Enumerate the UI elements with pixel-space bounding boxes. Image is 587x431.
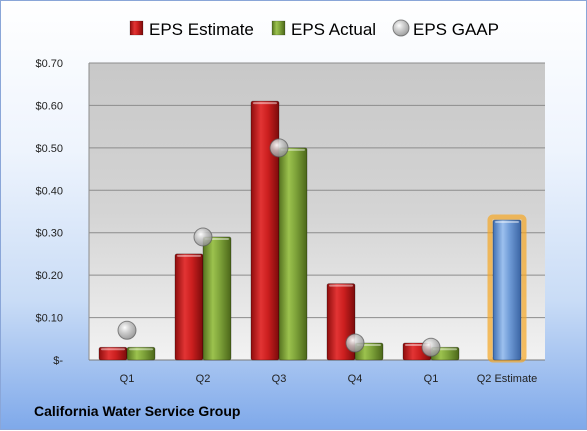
bar-eps-actual [278,147,308,361]
gridlines [88,62,545,361]
legend-label: EPS GAAP [413,20,499,39]
y-tick-label: $0.10 [35,313,63,325]
y-tick-label: $0.40 [35,185,63,197]
legend: EPS Estimate EPS Actual EPS GAAP [129,19,499,39]
x-tick-label: Q2 Estimate [477,373,538,385]
bar-shine [329,284,353,287]
gaap-marker [345,333,365,353]
y-tick-label: $0.70 [35,58,63,70]
x-tick-label: Q3 [272,373,287,385]
y-tick-label: $0.30 [35,228,63,240]
y-tick-label: $- [53,355,63,367]
x-tick-label: Q1 [120,373,135,385]
legend-swatch [392,19,410,37]
y-tick-label: $0.50 [35,143,63,155]
x-tick-label: Q1 [424,373,439,385]
gaap-marker [269,138,289,158]
y-tick-label: $0.20 [35,270,63,282]
y-tick-label: $0.60 [35,100,63,112]
gaap-markers [117,138,441,357]
bar-estimate-next [492,219,522,361]
bar-shine [495,220,519,223]
x-tick-label: Q4 [348,373,363,385]
bar-eps-estimate [174,253,204,361]
gaap-marker [193,227,213,247]
legend-swatch [271,20,286,36]
gaap-marker [421,337,441,357]
x-axis-ticks: Q1 Q2 Q3 Q4 Q1 Q2 Estimate [120,373,538,385]
bars [98,100,527,363]
bar-eps-actual [126,346,156,361]
legend-label: EPS Actual [291,20,376,39]
bar-shine [253,102,277,105]
plot-area [89,63,545,360]
company-name: California Water Service Group [34,403,241,419]
bar-shine [177,254,201,257]
bar-shine [101,348,125,351]
gaap-marker [117,320,137,340]
y-axis-ticks: $- $0.10 $0.20 $0.30 $0.40 $0.50 $0.60 $0.70 [35,58,63,367]
x-tick-label: Q2 [196,373,211,385]
bar-eps-actual [202,236,232,361]
legend-swatch [129,20,144,36]
legend-label: EPS Estimate [149,20,254,39]
bar-shine [129,348,153,351]
